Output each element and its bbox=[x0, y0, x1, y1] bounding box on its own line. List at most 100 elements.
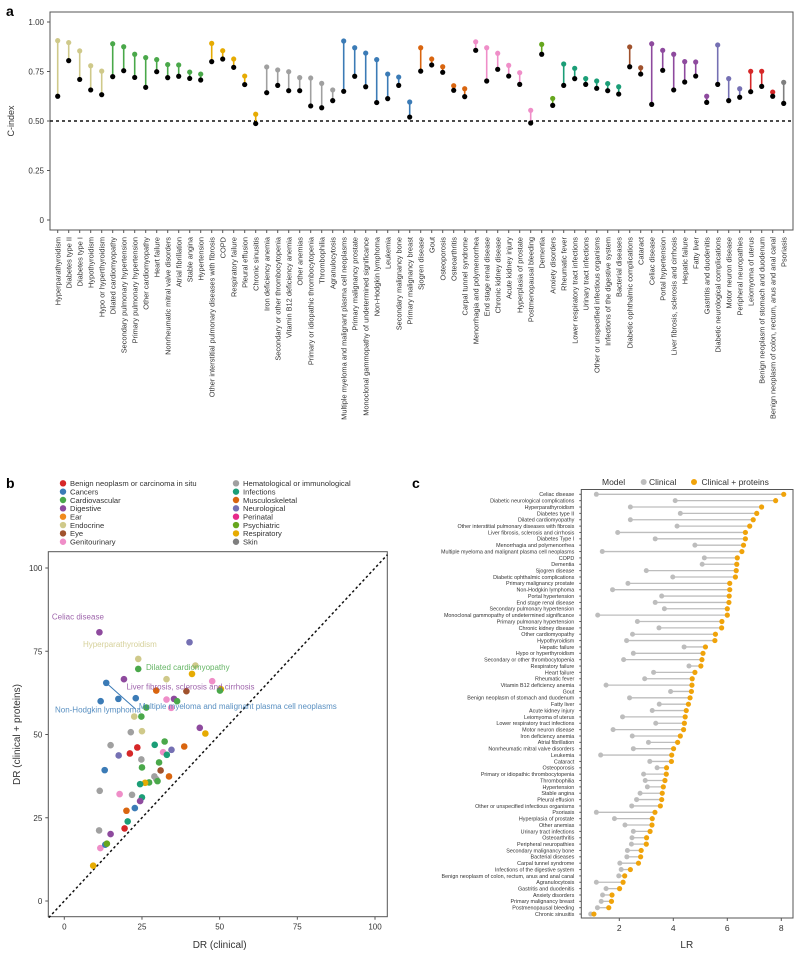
dot-clinical-proteins bbox=[669, 752, 675, 758]
dot-clinical bbox=[506, 73, 512, 79]
dot-clinical bbox=[630, 828, 636, 834]
point-annotation: Celiac disease bbox=[52, 613, 105, 622]
x-tick-label: Atrial fibrillation bbox=[174, 237, 183, 287]
x-tick-label: 25 bbox=[138, 923, 147, 932]
legend-swatch-clinical-proteins bbox=[691, 479, 697, 485]
scatter-point bbox=[96, 628, 103, 636]
y-axis-label: DR (clinical + proteins) bbox=[12, 684, 23, 785]
y-tick-label: 50 bbox=[33, 731, 42, 740]
x-tick-label: Diabetes type II bbox=[64, 237, 73, 288]
panel-a-cindex-chart: 0 0.25 0.50 0.75 1.00 C-index Hyperparathyroid… bbox=[6, 11, 794, 420]
row-label: Primary malignancy breast bbox=[510, 899, 574, 905]
x-tick-label: Infections of the digestive system bbox=[603, 237, 612, 346]
row-label: Motor neuron disease bbox=[522, 728, 574, 734]
x-tick-label: Non-Hodgkin lymphoma bbox=[372, 236, 381, 316]
dot-clinical bbox=[701, 555, 707, 561]
x-tick-label: Anxiety disorders bbox=[548, 237, 557, 294]
dot-clinical-proteins bbox=[506, 62, 512, 68]
dot-clinical bbox=[473, 47, 479, 53]
dot-clinical-proteins bbox=[209, 40, 215, 46]
legend-label: Cancers bbox=[70, 487, 98, 496]
dot-clinical bbox=[484, 78, 490, 84]
dot-clinical-proteins bbox=[742, 529, 748, 536]
legend-label: Infections bbox=[243, 487, 276, 496]
scatter-point bbox=[157, 767, 164, 774]
row-label: Fatty liver bbox=[551, 702, 575, 708]
row-label: Diabetic neurological complications bbox=[490, 499, 575, 505]
row-label: Nonrheumatic mitral valve disorders bbox=[488, 747, 574, 753]
scatter-point bbox=[138, 727, 146, 735]
dot-clinical-proteins bbox=[55, 38, 61, 44]
x-tick-label: Diabetic neurological complications bbox=[713, 237, 722, 353]
panel-label-c: c bbox=[412, 475, 420, 491]
dot-clinical bbox=[615, 529, 621, 535]
dot-clinical-proteins bbox=[616, 84, 622, 90]
dot-clinical-proteins bbox=[652, 809, 658, 815]
x-tick-label: 8 bbox=[779, 923, 784, 933]
dot-clinical bbox=[641, 771, 647, 777]
dot-clinical-proteins bbox=[662, 777, 668, 784]
row-label: Hypothyroidism bbox=[537, 638, 575, 644]
dot-clinical-proteins bbox=[374, 57, 380, 63]
row-label: Primary pulmonary hypertension bbox=[497, 619, 575, 625]
dot-clinical bbox=[686, 663, 692, 669]
dot-clinical bbox=[286, 88, 292, 94]
scatter-point bbox=[120, 675, 128, 683]
dot-clinical-proteins bbox=[620, 879, 626, 885]
legend-swatch bbox=[232, 496, 240, 504]
panel-b-dr-scatter: Benign neoplasm or carcinoma in situCanc… bbox=[12, 479, 388, 951]
dot-clinical-proteins bbox=[622, 873, 628, 879]
dot-clinical bbox=[618, 867, 624, 873]
x-tick-label: 4 bbox=[671, 923, 676, 933]
row-label: COPD bbox=[559, 556, 575, 562]
legend-swatch bbox=[59, 505, 67, 512]
dot-clinical bbox=[352, 73, 358, 79]
row-label: Rheumatic fever bbox=[535, 677, 574, 683]
dot-clinical-proteins bbox=[649, 822, 655, 828]
dot-clinical bbox=[681, 644, 687, 650]
dot-clinical-proteins bbox=[517, 70, 523, 76]
dot-clinical-proteins bbox=[719, 625, 725, 631]
dot-clinical bbox=[630, 746, 636, 752]
legend-swatch bbox=[232, 513, 240, 520]
x-tick-label: Diabetic ophthalmic complications bbox=[625, 237, 634, 349]
dot-clinical-proteins bbox=[484, 45, 490, 51]
scatter-point bbox=[107, 830, 114, 838]
y-axis-label: C-index bbox=[6, 105, 16, 137]
dot-clinical bbox=[737, 94, 743, 100]
dot-clinical-proteins bbox=[638, 854, 644, 860]
scatter-point bbox=[115, 695, 122, 703]
row-label: Hypo or hyperthyroidism bbox=[516, 651, 575, 657]
scatter-point bbox=[167, 704, 175, 712]
row-label: Anxiety disorders bbox=[533, 893, 575, 899]
dot-clinical-proteins bbox=[88, 63, 94, 69]
x-tick-label: Monoclonal gammopathy of undetermined si… bbox=[361, 237, 370, 416]
dot-clinical bbox=[668, 688, 674, 694]
y-tick-label: 0.75 bbox=[28, 68, 44, 77]
row-label: Other anemias bbox=[539, 823, 575, 829]
scatter-point bbox=[143, 704, 150, 711]
dot-clinical-proteins bbox=[758, 504, 765, 510]
row-label: Benign neoplasm of stomach and duodenum bbox=[467, 696, 574, 702]
dot-clinical-proteins bbox=[606, 905, 612, 911]
dot-clinical-proteins bbox=[726, 599, 732, 606]
dot-clinical bbox=[572, 76, 578, 82]
legend-label: Musculoskeletal bbox=[243, 496, 297, 505]
legend-swatch bbox=[232, 521, 240, 529]
dot-clinical bbox=[253, 120, 259, 127]
scatter-point bbox=[216, 687, 224, 694]
dot-clinical-proteins bbox=[659, 790, 665, 796]
dot-clinical-proteins bbox=[473, 39, 479, 45]
x-tick-label: COPD bbox=[218, 237, 227, 258]
row-label: Iron deficiency anemia bbox=[520, 734, 574, 740]
dot-clinical-proteins bbox=[627, 866, 633, 873]
dot-clinical bbox=[638, 71, 644, 77]
legend-label: Neurological bbox=[243, 504, 286, 513]
dot-clinical bbox=[176, 73, 182, 79]
row-label: Infections of the digestive system bbox=[495, 867, 575, 873]
x-tick-label: Heart failure bbox=[152, 237, 161, 277]
x-axis-label: DR (clinical) bbox=[193, 940, 247, 951]
row-label: Secondary pulmonary hypertension bbox=[489, 607, 574, 613]
dot-clinical bbox=[637, 790, 643, 796]
dot-clinical-proteins bbox=[660, 784, 666, 790]
